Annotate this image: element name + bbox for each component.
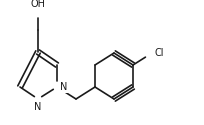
Text: OH: OH (30, 0, 45, 9)
Text: Cl: Cl (154, 48, 164, 58)
Text: N: N (34, 102, 41, 112)
Text: N: N (60, 82, 67, 92)
